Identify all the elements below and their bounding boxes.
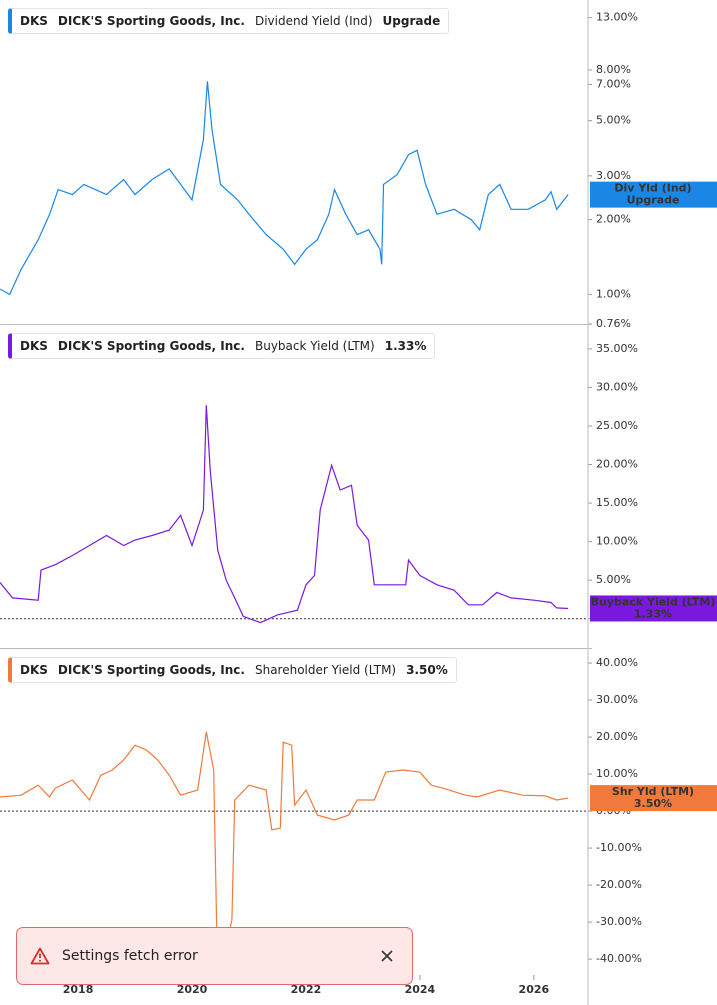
y-tick-label: 5.00% [596,114,631,127]
x-tick-label: 2024 [405,983,436,996]
legend-company: DICK'S Sporting Goods, Inc. [57,663,245,677]
end-label-box [590,595,717,622]
legend-company: DICK'S Sporting Goods, Inc. [57,339,245,353]
y-tick-label: -10.00% [596,841,642,854]
toast-message: Settings fetch error [62,948,198,964]
y-tick-label: 13.00% [596,11,638,24]
legend-ticker: DKS [20,663,48,677]
y-tick-label: 25.00% [596,419,638,432]
legend-name: Buyback Yield (LTM) [254,339,375,353]
x-tick-label: 2018 [63,983,94,996]
y-tick-label: -30.00% [596,915,642,928]
y-tick-label: -40.00% [596,952,642,965]
series-line [0,81,569,296]
y-tick-label: 15.00% [596,496,638,509]
legend-status: Upgrade [382,14,441,28]
y-tick-label: 10.00% [596,767,638,780]
legend: DKS DICK'S Sporting Goods, Inc. Buyback Yi… [8,333,436,359]
legend-name: Dividend Yield (Ind) [254,14,373,28]
y-tick-label: 20.00% [596,458,638,471]
end-label-box [590,785,717,812]
legend-ticker: DKS [20,14,48,28]
y-tick-label: 1.00% [596,287,631,300]
end-label-text: Div Yld (Ind) [614,182,691,195]
tick-layer: 13.00% 8.00%7.00% 5.00% 3.00% 2.00% 1.00% 0.76… [0,11,642,996]
y-tick-label: 5.00% [596,573,631,586]
y-tick-label: 7.00% [596,77,631,90]
y-tick-label: 2.00% [596,213,631,226]
warning-icon [30,947,50,965]
legend-status: 1.33% [384,339,427,353]
legend-name: Shareholder Yield (LTM) [254,663,397,677]
error-toast: Settings fetch error [16,927,413,985]
y-tick-label: -20.00% [596,878,642,891]
y-tick-label: 40.00% [596,656,638,669]
end-label-text: Upgrade [627,194,680,207]
y-tick-label: 30.00% [596,380,638,393]
y-tick-label: 10.00% [596,535,638,548]
x-tick-label: 2026 [519,983,550,996]
x-tick-label: 2022 [291,983,322,996]
line-layer [0,81,569,975]
x-tick-label: 2020 [177,983,208,996]
legend: DKS DICK'S Sporting Goods, Inc. Dividend Y… [8,8,450,34]
y-tick-label: 3.00% [596,169,631,182]
close-button[interactable] [380,949,394,963]
series-line [0,405,569,624]
end-label-box [590,181,717,208]
y-tick-label: 8.00% [596,63,631,76]
legend-ticker: DKS [20,339,48,353]
legend: DKS DICK'S Sporting Goods, Inc. Shareholde… [8,657,457,683]
legend-company: DICK'S Sporting Goods, Inc. [57,14,245,28]
legend-status: 3.50% [406,663,448,677]
y-tick-label: 0.76% [596,317,631,330]
end-label-text: Buyback Yield (LTM) [591,595,716,608]
series-line [0,731,569,975]
end-label-text: Shr Yld (LTM) [612,785,694,798]
y-tick-label: 35.00% [596,342,638,355]
end-label-text: 1.33% [634,607,672,620]
end-label-text: 3.50% [634,797,672,810]
y-tick-label: 30.00% [596,693,638,706]
y-tick-label: 20.00% [596,730,638,743]
